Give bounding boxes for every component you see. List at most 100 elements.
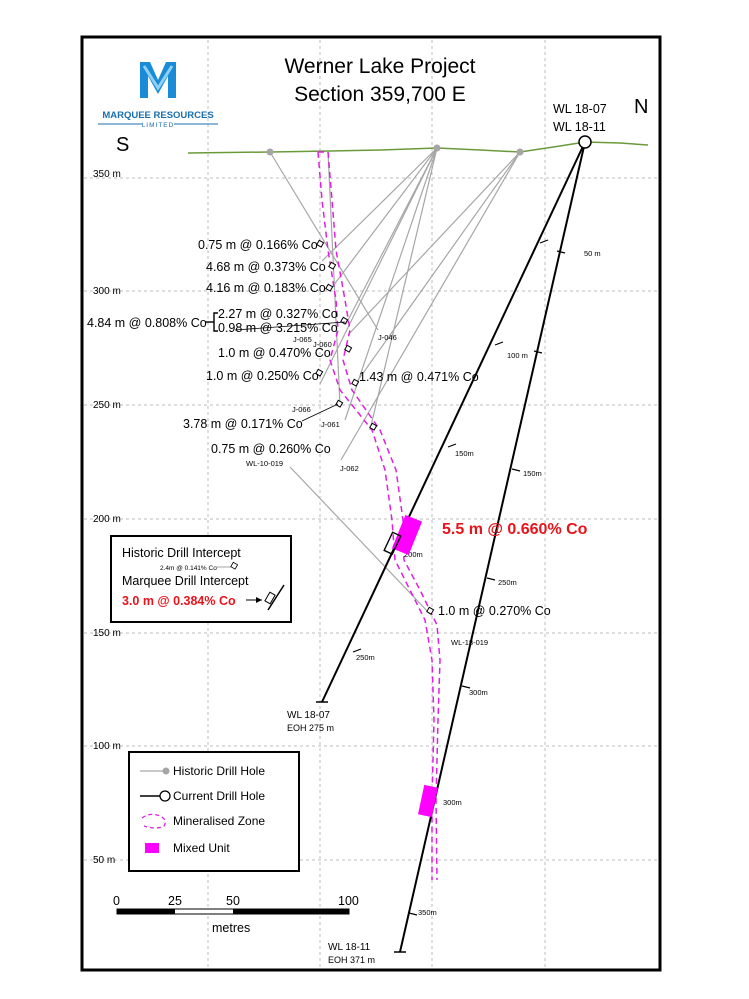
scale-bar: 0 25 50 100 metres bbox=[113, 894, 359, 935]
elevation-label: 50 m bbox=[93, 855, 115, 866]
intercept-legend: Historic Drill Intercept 2.4m @ 0.141% C… bbox=[110, 535, 292, 623]
intercept-label: 2.27 m @ 0.327% Co bbox=[218, 307, 338, 321]
scale-tick: 50 bbox=[226, 894, 240, 908]
mixed-unit-icon bbox=[145, 843, 159, 853]
current-hole-wl1807 bbox=[321, 141, 586, 703]
historic-drill-holes bbox=[269, 147, 521, 616]
hole-id: J-060 bbox=[313, 340, 332, 349]
intercept-label: 1.0 m @ 0.270% Co bbox=[438, 604, 551, 618]
elevation-label: 250 m bbox=[93, 400, 121, 411]
historic-hole-j046 bbox=[269, 151, 379, 331]
depth-labels-wl1807: 100 m 150m 200m 250m bbox=[356, 351, 528, 662]
depth-label: 250m bbox=[356, 653, 375, 662]
hole-id: J-062 bbox=[340, 464, 359, 473]
south-label: S bbox=[116, 134, 129, 156]
logo-mark-icon bbox=[140, 62, 176, 98]
historic-hole-icon bbox=[162, 767, 170, 775]
scale-tick: 25 bbox=[168, 894, 182, 908]
depth-label: 150m bbox=[455, 449, 474, 458]
depth-label: 300m bbox=[443, 798, 462, 807]
elevation-label: 300 m bbox=[93, 286, 121, 297]
depth-labels-wl1811: 50 m 150m 250m 300m 300m 350m bbox=[418, 249, 601, 917]
grid bbox=[84, 40, 658, 968]
intercept-marker-icon bbox=[328, 261, 337, 270]
intercept-marker-icon bbox=[369, 422, 378, 431]
hole-end-name: WL 18-07 bbox=[287, 710, 330, 721]
mineralised-zone-icon bbox=[141, 813, 166, 829]
depth-label: 250m bbox=[498, 578, 517, 587]
depth-ticks bbox=[352, 239, 566, 916]
current-holes-label: WL 18-11 bbox=[553, 120, 606, 134]
intercept-marker-icon bbox=[325, 283, 334, 292]
hole-end-depth: EOH 275 m bbox=[287, 723, 334, 733]
hole-id: J-065 bbox=[293, 335, 312, 344]
intercept-leaders bbox=[205, 312, 346, 422]
intercept-marker-icon bbox=[426, 606, 435, 615]
historic-collars bbox=[266, 144, 524, 156]
historic-intercept-labels: 0.75 m @ 0.166% Co 4.68 m @ 0.373% Co 4.… bbox=[87, 238, 551, 618]
mixed-unit-shape bbox=[391, 514, 423, 556]
historic-collar-icon bbox=[266, 148, 274, 156]
mixed-unit-shape bbox=[418, 784, 438, 818]
depth-label: 50 m bbox=[584, 249, 601, 258]
hole-end-name: WL 18-11 bbox=[328, 942, 371, 953]
scale-tick: 100 bbox=[338, 894, 359, 908]
elevation-label: 350 m bbox=[93, 169, 121, 180]
elevation-axis: 350 m 300 m 250 m 200 m 150 m 100 m 50 m bbox=[93, 169, 121, 866]
current-drill-holes bbox=[316, 135, 592, 953]
current-collar-icon bbox=[578, 135, 592, 149]
intercept-label: 1.0 m @ 0.470% Co bbox=[218, 346, 331, 360]
elevation-label: 150 m bbox=[93, 628, 121, 639]
intercept-label: 0.98 m @ 3.215% Co bbox=[218, 321, 338, 335]
elevation-label: 200 m bbox=[93, 514, 121, 525]
intercept-marker-icon bbox=[351, 378, 360, 387]
mineralised-zone bbox=[317, 151, 441, 881]
depth-label: 150m bbox=[523, 469, 542, 478]
legend-label: Current Drill Hole bbox=[173, 789, 265, 803]
historic-collar-icon bbox=[433, 144, 441, 152]
historic-hole bbox=[319, 147, 438, 385]
map-title: Werner Lake Project bbox=[284, 55, 475, 78]
depth-label: 350m bbox=[418, 908, 437, 917]
historic-hole-wl10019 bbox=[289, 466, 432, 616]
legend-label: Mineralised Zone bbox=[173, 814, 265, 828]
intercept-label: 4.16 m @ 0.183% Co bbox=[206, 281, 326, 295]
intercept-label: 0.75 m @ 0.260% Co bbox=[211, 442, 331, 456]
historic-intercept-legend-example: 2.4m @ 0.141% Co bbox=[160, 565, 217, 572]
map-subtitle: Section 359,700 E bbox=[294, 83, 466, 106]
current-hole-icon bbox=[159, 790, 171, 802]
marquee-intercept-marker-icon bbox=[264, 591, 276, 605]
historic-hole bbox=[329, 147, 438, 291]
combined-intercept-label: 4.84 m @ 0.808% Co bbox=[87, 316, 207, 330]
main-legend: Historic Drill Hole Current Drill Hole M… bbox=[128, 751, 300, 872]
intercept-label: 4.68 m @ 0.373% Co bbox=[206, 260, 326, 274]
hole-id: J-066 bbox=[292, 405, 311, 414]
depth-label: 200m bbox=[404, 550, 423, 559]
historic-hole-j062 bbox=[340, 151, 521, 461]
historic-collar-icon bbox=[516, 148, 524, 156]
intercept-marker-icon bbox=[344, 344, 353, 353]
hole-id: WL-10-019 bbox=[246, 459, 283, 468]
current-holes-label: WL 18-07 bbox=[553, 102, 607, 116]
intercept-marker-icon bbox=[316, 239, 325, 248]
topographic-surface bbox=[187, 141, 649, 154]
intercept-marker-icon bbox=[230, 561, 239, 570]
historic-hole-j060 bbox=[347, 151, 521, 336]
marquee-logo: MARQUEE RESOURCES LIMITED bbox=[98, 62, 218, 129]
scale-tick: 0 bbox=[113, 894, 120, 908]
historic-hole bbox=[321, 147, 438, 262]
elevation-label: 100 m bbox=[93, 741, 121, 752]
historic-hole-j066 bbox=[327, 151, 341, 406]
scale-unit: metres bbox=[212, 921, 250, 935]
hole-id: WL-18-019 bbox=[451, 638, 488, 647]
historic-intercept-marks bbox=[315, 239, 435, 615]
map-frame bbox=[80, 35, 662, 972]
intercept-marker-icon bbox=[315, 368, 324, 377]
intercept-label: 1.0 m @ 0.250% Co bbox=[206, 369, 319, 383]
hole-id: J-046 bbox=[378, 333, 397, 342]
historic-intercept-legend-title: Historic Drill Intercept bbox=[122, 546, 241, 560]
hole-id-labels: J-046 J-065 J-060 J-066 J-061 J-062 WL-1… bbox=[246, 333, 488, 647]
hole-end-labels: WL 18-07 EOH 275 m WL 18-11 EOH 371 m bbox=[287, 710, 375, 965]
legend-label: Historic Drill Hole bbox=[173, 764, 265, 778]
